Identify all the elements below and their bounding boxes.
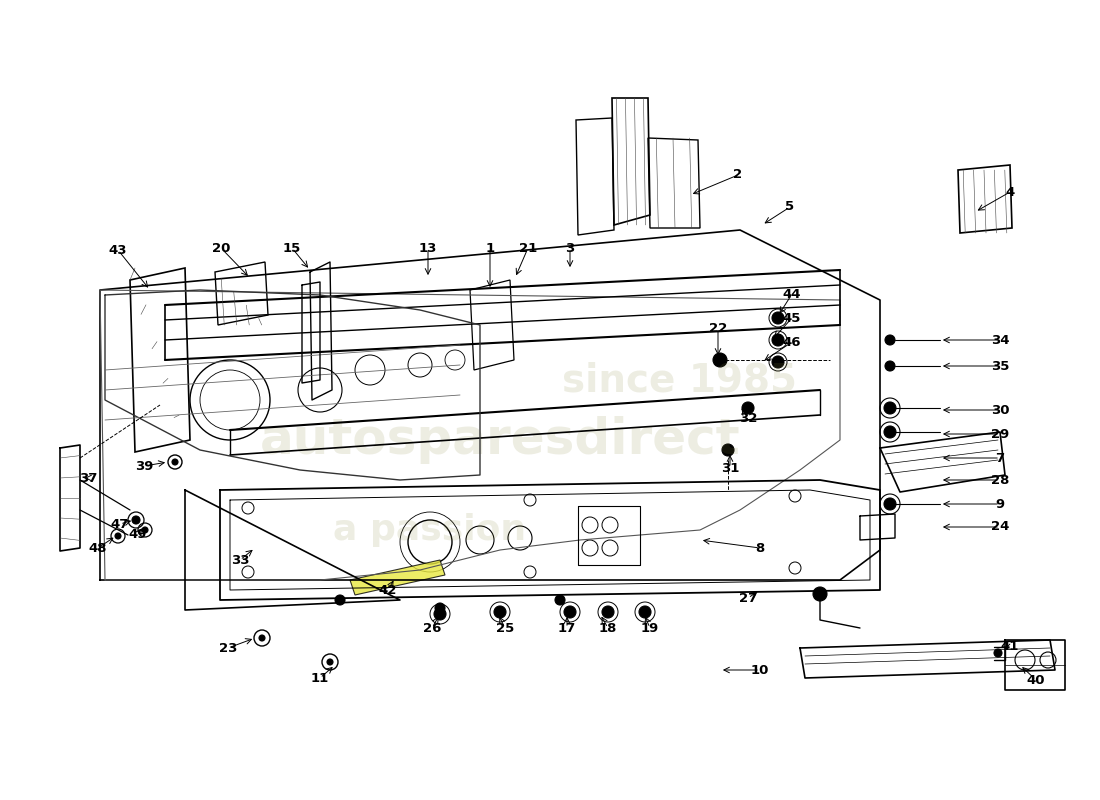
Text: 11: 11 <box>311 671 329 685</box>
Text: 47: 47 <box>111 518 129 530</box>
Circle shape <box>886 335 895 345</box>
Text: 49: 49 <box>129 527 147 541</box>
Text: 23: 23 <box>219 642 238 654</box>
Circle shape <box>494 606 506 618</box>
Text: 10: 10 <box>751 663 769 677</box>
Circle shape <box>772 334 784 346</box>
Text: 31: 31 <box>720 462 739 474</box>
Text: 46: 46 <box>783 335 801 349</box>
Circle shape <box>884 426 896 438</box>
Text: 39: 39 <box>135 459 153 473</box>
Circle shape <box>602 606 614 618</box>
Text: 20: 20 <box>212 242 230 254</box>
Circle shape <box>556 595 565 605</box>
Circle shape <box>336 595 345 605</box>
Circle shape <box>994 649 1002 657</box>
Text: 9: 9 <box>996 498 1004 510</box>
Text: 33: 33 <box>231 554 250 566</box>
Circle shape <box>772 356 784 368</box>
Text: 21: 21 <box>519 242 537 254</box>
Text: 15: 15 <box>283 242 301 254</box>
Text: 40: 40 <box>1026 674 1045 686</box>
Circle shape <box>639 606 651 618</box>
Text: 37: 37 <box>79 471 97 485</box>
Circle shape <box>722 444 734 456</box>
Text: since 1985: since 1985 <box>562 361 798 399</box>
Text: 32: 32 <box>739 411 757 425</box>
Circle shape <box>772 312 784 324</box>
Circle shape <box>434 608 446 620</box>
Text: 25: 25 <box>496 622 514 634</box>
Polygon shape <box>350 560 446 595</box>
Text: 29: 29 <box>991 427 1009 441</box>
Text: a passion: a passion <box>333 513 527 547</box>
Circle shape <box>884 498 896 510</box>
Text: 35: 35 <box>991 359 1009 373</box>
Circle shape <box>132 516 140 524</box>
Circle shape <box>813 587 827 601</box>
Text: 43: 43 <box>109 243 128 257</box>
Text: 7: 7 <box>996 451 1004 465</box>
Text: 18: 18 <box>598 622 617 634</box>
Text: 44: 44 <box>783 287 801 301</box>
Circle shape <box>327 659 333 665</box>
Text: 42: 42 <box>378 583 397 597</box>
Circle shape <box>886 361 895 371</box>
Circle shape <box>713 353 727 367</box>
Text: 5: 5 <box>785 201 794 214</box>
Text: autosparesdirect: autosparesdirect <box>260 416 740 464</box>
Text: 13: 13 <box>419 242 437 254</box>
Circle shape <box>172 459 178 465</box>
Text: 1: 1 <box>485 242 495 254</box>
Text: 8: 8 <box>756 542 764 554</box>
Text: 28: 28 <box>991 474 1009 486</box>
Text: 34: 34 <box>991 334 1010 346</box>
Text: 41: 41 <box>1001 641 1020 654</box>
Circle shape <box>884 402 896 414</box>
Text: 4: 4 <box>1005 186 1014 198</box>
Circle shape <box>564 606 576 618</box>
Text: 24: 24 <box>991 521 1009 534</box>
Text: 27: 27 <box>739 591 757 605</box>
Text: 48: 48 <box>89 542 108 554</box>
Circle shape <box>434 603 446 613</box>
Text: 3: 3 <box>565 242 574 254</box>
Text: 45: 45 <box>783 311 801 325</box>
Circle shape <box>142 527 148 533</box>
Text: 30: 30 <box>991 403 1010 417</box>
Circle shape <box>742 402 754 414</box>
Text: 22: 22 <box>708 322 727 334</box>
Text: 2: 2 <box>734 169 742 182</box>
Text: 19: 19 <box>641 622 659 634</box>
Circle shape <box>116 533 121 539</box>
Circle shape <box>258 635 265 641</box>
Text: 17: 17 <box>558 622 576 634</box>
Text: 26: 26 <box>422 622 441 634</box>
